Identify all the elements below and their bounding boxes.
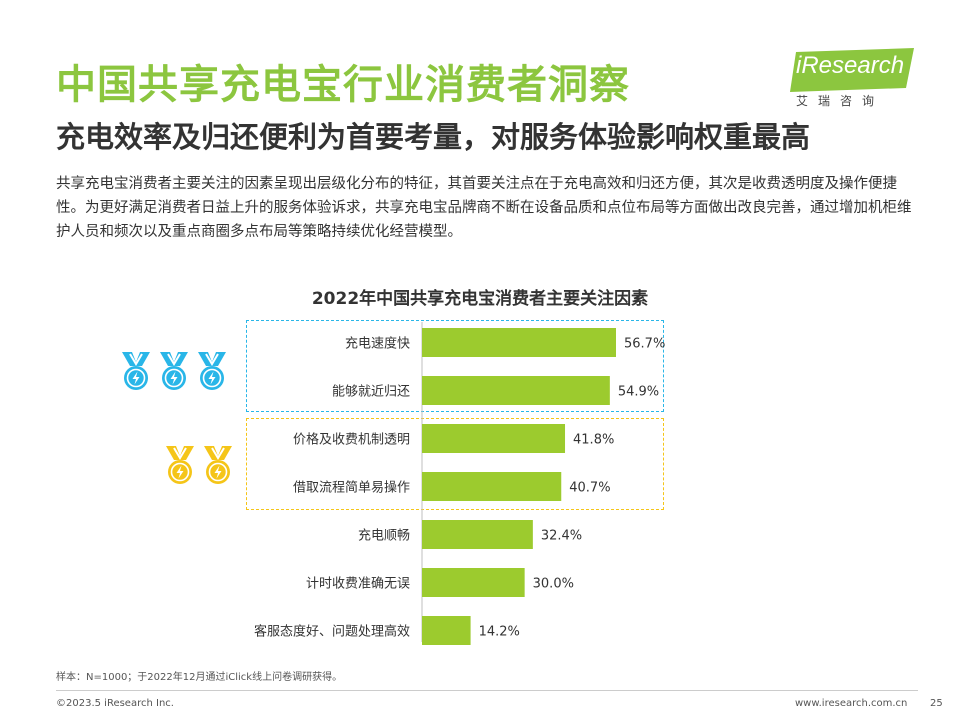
medal-icon: [156, 350, 192, 396]
footnote: 样本：N=1000；于2022年12月通过iClick线上问卷调研获得。: [56, 672, 343, 683]
value-label-1: 54.9%: [618, 385, 659, 400]
value-label-6: 14.2%: [479, 625, 520, 640]
iresearch-logo: iResearch: [788, 48, 918, 104]
category-label-3: 借取流程简单易操作: [293, 480, 410, 496]
category-label-2: 价格及收费机制透明: [293, 432, 410, 448]
bar-4: [422, 520, 533, 549]
bar-2: [422, 424, 566, 453]
category-label-4: 充电顺畅: [358, 528, 410, 544]
page-title: 中国共享充电宝行业消费者洞察: [56, 62, 630, 108]
page-number: 25: [930, 698, 943, 709]
medal-icon: [118, 350, 154, 396]
bar-1: [422, 376, 610, 405]
logo-subtext: 艾瑞咨询: [796, 94, 885, 108]
medal-icon: [162, 444, 198, 490]
logo-shape: [790, 48, 914, 92]
copyright: ©2023.5 iResearch Inc.: [56, 698, 174, 709]
bar-0: [422, 328, 616, 357]
value-label-4: 32.4%: [541, 529, 582, 544]
category-label-0: 充电速度快: [345, 336, 410, 352]
bar-6: [422, 616, 471, 645]
value-label-3: 40.7%: [569, 481, 610, 496]
logo-text: iResearch: [796, 52, 905, 79]
value-label-5: 30.0%: [533, 577, 574, 592]
bar-5: [422, 568, 525, 597]
medal-icon: [194, 350, 230, 396]
value-label-2: 41.8%: [573, 433, 614, 448]
category-label-5: 计时收费准确无误: [306, 577, 410, 592]
category-label-1: 能够就近归还: [332, 385, 410, 400]
tier1-highlight-box: [246, 320, 664, 412]
value-label-0: 56.7%: [624, 337, 665, 352]
footer-divider: [56, 690, 918, 691]
website-link[interactable]: www.iresearch.com.cn: [795, 698, 908, 709]
medal-icon: [200, 444, 236, 490]
tier2-highlight-box: [246, 418, 664, 510]
bar-3: [422, 472, 562, 501]
category-label-6: 客服态度好、问题处理高效: [254, 624, 410, 640]
page-description: 共享充电宝消费者主要关注的因素呈现出层级化分布的特征，其首要关注点在于充电高效和…: [56, 176, 912, 240]
chart-title: 2022年中国共享充电宝消费者主要关注因素: [311, 289, 649, 309]
page-subtitle: 充电效率及归还便利为首要考量，对服务体验影响权重最高: [56, 120, 811, 154]
